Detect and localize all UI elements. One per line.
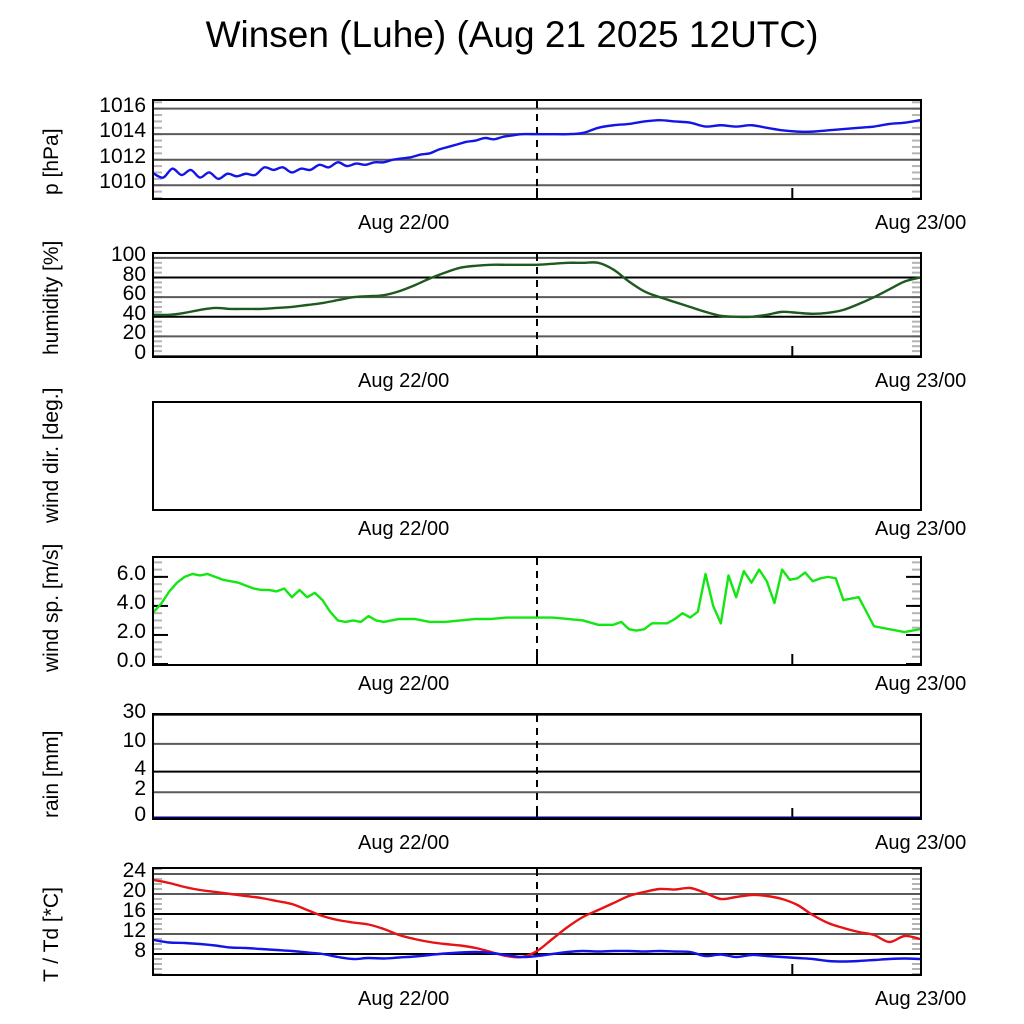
plot-area-rain	[152, 713, 922, 820]
plot-area-wind-speed	[152, 556, 922, 666]
xtick-temperature-right: Aug 23/00	[875, 988, 967, 1010]
xtick-rain-left: Aug 22/00	[358, 832, 450, 854]
ytick-temperature-0: 8	[134, 939, 146, 962]
series-temperature-td	[154, 938, 920, 963]
plot-svg-humidity	[154, 254, 920, 356]
ytick-rain-0: 0	[134, 803, 146, 826]
plot-svg-temperature	[154, 869, 920, 974]
ytick-pressure-1: 1012	[99, 144, 146, 168]
axis-label-wind-direction: wind dir. [deg.]	[40, 387, 63, 523]
plot-svg-wind_speed	[154, 558, 920, 664]
ytick-wind_speed-1: 2.0	[116, 619, 146, 643]
ytick-temperature-2: 16	[122, 899, 146, 922]
xtick-humidity-left: Aug 22/00	[358, 370, 450, 392]
plot-svg-pressure	[154, 101, 920, 198]
xtick-wind-direction-left: Aug 22/00	[358, 518, 450, 540]
ytick-wind_speed-0: 0.0	[116, 649, 146, 672]
xtick-pressure-left: Aug 22/00	[358, 212, 450, 234]
ytick-humidity-1: 20	[122, 321, 146, 345]
xtick-humidity-right: Aug 23/00	[875, 370, 967, 392]
xtick-rain-right: Aug 23/00	[875, 832, 967, 854]
plot-area-temperature	[152, 867, 922, 976]
ytick-rain-3: 10	[122, 728, 146, 752]
ytick-wind_speed-3: 6.0	[116, 561, 146, 585]
ytick-temperature-4: 24	[122, 859, 146, 882]
page-title: Winsen (Luhe) (Aug 21 2025 12UTC)	[205, 14, 819, 55]
ytick-humidity-4: 80	[122, 262, 146, 286]
ytick-temperature-1: 12	[122, 919, 146, 942]
ytick-humidity-2: 40	[122, 301, 146, 325]
xtick-pressure-right: Aug 23/00	[875, 212, 967, 234]
xtick-wind-speed-right: Aug 23/00	[875, 673, 967, 695]
ytick-pressure-2: 1014	[99, 119, 146, 143]
plot-area-pressure	[152, 99, 922, 200]
series-wind_speed-wind-sp-m-s-	[154, 568, 920, 634]
ytick-temperature-3: 20	[122, 879, 146, 902]
series-temperature-t	[154, 878, 920, 959]
series-humidity-humidity-	[154, 261, 920, 319]
plot-svg-rain	[154, 715, 920, 818]
xtick-temperature-left: Aug 22/00	[358, 988, 450, 1010]
plot-area-humidity	[152, 252, 922, 358]
plot-area-wind-direction	[152, 401, 922, 511]
ytick-wind_speed-2: 4.0	[116, 590, 146, 614]
series-pressure-p-hpa-	[154, 118, 920, 181]
ytick-rain-1: 2	[134, 777, 146, 801]
ytick-humidity-3: 60	[122, 282, 146, 306]
ytick-humidity-0: 0	[134, 341, 146, 364]
xtick-wind-direction-right: Aug 23/00	[875, 518, 967, 540]
xtick-wind-speed-left: Aug 22/00	[358, 673, 450, 695]
ytick-pressure-3: 1016	[99, 93, 146, 117]
ytick-rain-4: 30	[122, 700, 146, 723]
ytick-humidity-5: 100	[110, 242, 146, 266]
ytick-pressure-0: 1010	[99, 170, 146, 194]
ytick-rain-2: 4	[134, 756, 146, 780]
